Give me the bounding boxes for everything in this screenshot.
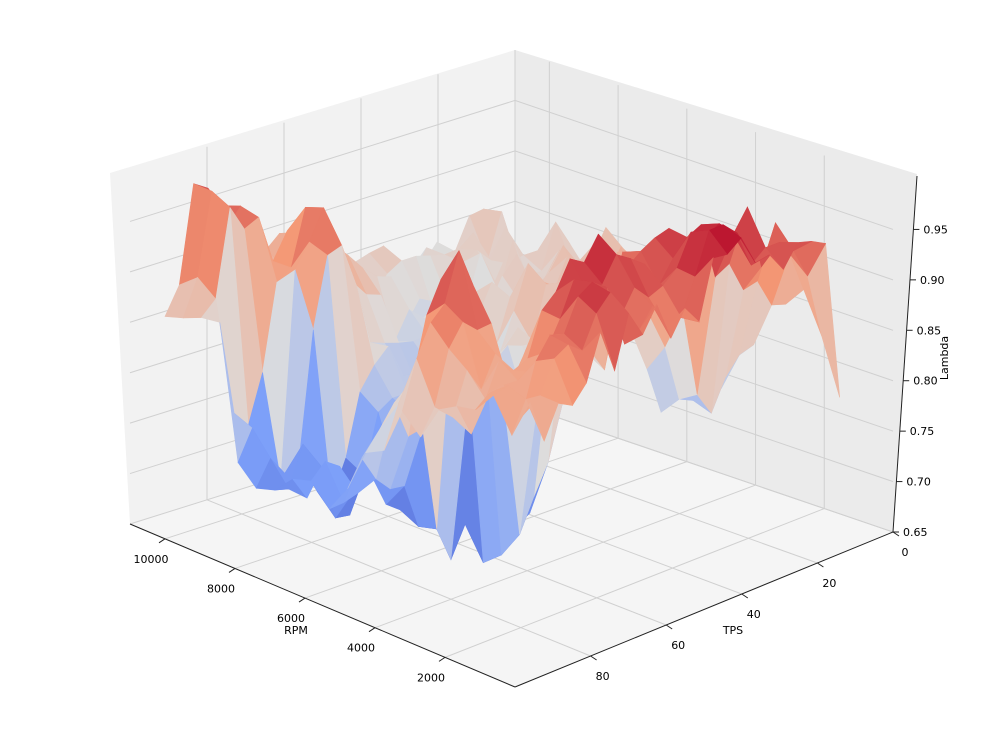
- z-tick-label: 0.80: [913, 375, 938, 388]
- z-axis-line: [892, 175, 918, 533]
- y-tick: [741, 593, 749, 599]
- z-tick-label: 0.65: [903, 526, 928, 539]
- y-tick-label: 80: [596, 670, 610, 683]
- y-tick: [892, 531, 900, 537]
- x-axis-label: RPM: [284, 624, 308, 637]
- axis-lines: [129, 175, 918, 688]
- y-tick: [590, 655, 597, 661]
- y-tick-label: 60: [671, 639, 685, 652]
- z-tick-label: 0.70: [906, 476, 931, 489]
- z-tick-label: 0.75: [910, 425, 935, 438]
- y-tick-label: 40: [747, 608, 761, 621]
- z-tick-label: 0.85: [917, 324, 942, 337]
- tick-marks: [158, 228, 920, 662]
- y-tick: [665, 624, 673, 630]
- surface-facet: [511, 398, 545, 442]
- x-tick: [158, 538, 166, 544]
- x-tick-label: 6000: [277, 612, 305, 625]
- x-tick: [368, 627, 376, 633]
- z-axis-label: Lambda: [938, 336, 951, 380]
- floor-grid-tps: [206, 499, 591, 657]
- z-tick-label: 0.90: [920, 274, 945, 287]
- x-tick-label: 8000: [207, 582, 235, 595]
- x-tick: [438, 656, 446, 662]
- floor-grid-rpm: [374, 484, 756, 629]
- x-tick: [228, 568, 236, 573]
- floor-grid-rpm: [444, 508, 825, 658]
- y-tick: [817, 562, 824, 568]
- x-axis-line: [129, 523, 516, 688]
- x-tick-label: 10000: [134, 553, 169, 566]
- x-tick: [298, 597, 306, 603]
- wall-grid-z: [129, 99, 894, 230]
- y-axis-label: TPS: [722, 624, 743, 637]
- y-tick-label: 0: [902, 546, 909, 559]
- tick-labels: 10000 8000 6000 4000 2000 0 20 40 60 80 0.65 0.70 0.…: [134, 223, 948, 684]
- x-tick-label: 2000: [417, 671, 445, 684]
- y-tick-label: 20: [822, 577, 836, 590]
- x-tick-label: 4000: [347, 642, 375, 655]
- surface: [164, 183, 840, 564]
- y-axis-line: [514, 531, 894, 688]
- z-tick-label: 0.95: [923, 223, 948, 236]
